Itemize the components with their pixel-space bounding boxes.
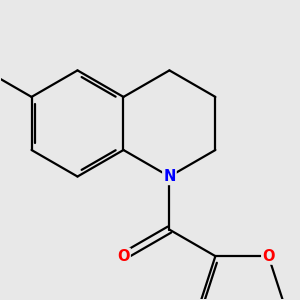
Text: O: O xyxy=(117,249,130,264)
Text: O: O xyxy=(262,249,275,264)
Text: N: N xyxy=(163,169,176,184)
